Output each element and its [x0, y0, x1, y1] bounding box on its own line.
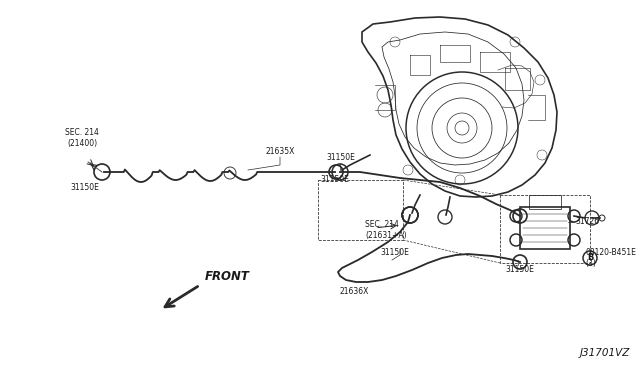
Bar [529, 195, 561, 209]
Text: 31150E: 31150E [320, 175, 349, 184]
Text: SEC. 214
(21631+A): SEC. 214 (21631+A) [365, 220, 406, 240]
Text: 31150E: 31150E [505, 265, 534, 274]
Bar [500, 195, 590, 263]
Bar [318, 180, 403, 240]
Text: 31150E: 31150E [326, 153, 355, 162]
Text: 21636X: 21636X [340, 287, 369, 296]
Text: 21635X: 21635X [265, 147, 294, 156]
Text: 08120-B451E
(3): 08120-B451E (3) [585, 248, 636, 268]
Text: 31150E: 31150E [380, 248, 409, 257]
Text: B: B [587, 253, 593, 263]
Bar [520, 207, 570, 249]
Text: 31150E: 31150E [70, 183, 99, 192]
Text: FRONT: FRONT [205, 270, 250, 283]
Text: SEC. 214
(21400): SEC. 214 (21400) [65, 128, 99, 148]
Text: 31726: 31726 [575, 218, 599, 227]
Text: J31701VZ: J31701VZ [580, 348, 630, 358]
